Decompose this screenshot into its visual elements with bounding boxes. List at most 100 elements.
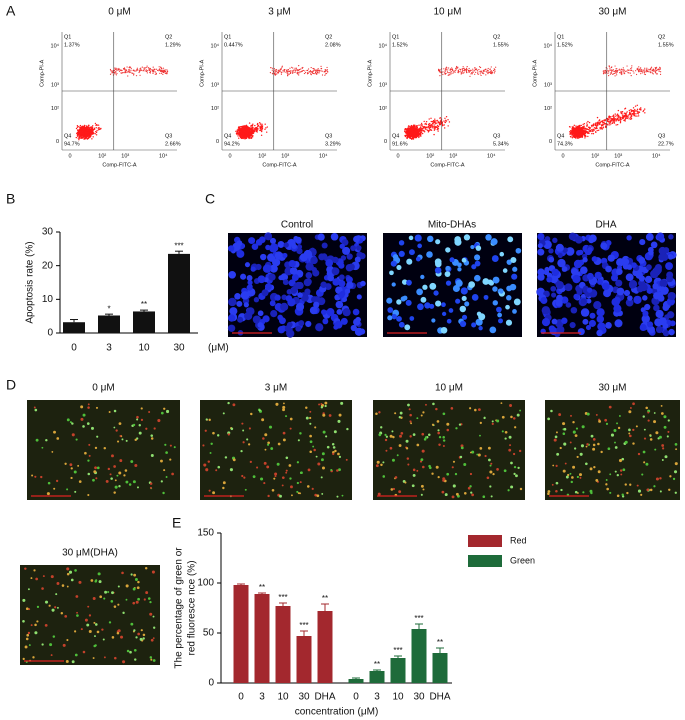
event-dot xyxy=(418,131,419,132)
event-dot xyxy=(421,129,422,130)
cell xyxy=(304,279,312,287)
event-dot xyxy=(573,135,574,136)
event-dot xyxy=(416,131,417,132)
x-tick-label: 10³ xyxy=(121,153,129,159)
cell xyxy=(484,295,489,300)
cell xyxy=(492,255,499,262)
event-dot xyxy=(473,72,474,73)
y-tick-label: 10² xyxy=(211,106,219,112)
event-dot xyxy=(444,127,445,128)
event-dot xyxy=(620,117,621,118)
event-dot xyxy=(116,74,117,75)
event-dot xyxy=(260,123,261,124)
event-dot xyxy=(141,70,142,71)
event-dot xyxy=(412,133,413,134)
event-dot xyxy=(467,66,468,67)
event-dot xyxy=(238,138,239,139)
event-dot xyxy=(438,128,439,129)
quadrant-label: Q4 xyxy=(224,133,231,139)
event-dot xyxy=(325,69,326,70)
cell xyxy=(287,322,293,328)
cell xyxy=(537,233,544,240)
event-dot xyxy=(452,73,453,74)
cell xyxy=(295,326,301,332)
event-dot xyxy=(152,70,153,71)
event-dot xyxy=(292,72,293,73)
event-dot xyxy=(129,71,130,72)
event-dot xyxy=(615,72,616,73)
event-dot xyxy=(84,128,85,129)
event-dot xyxy=(125,71,126,72)
event-dot xyxy=(626,70,627,71)
event-dot xyxy=(622,117,623,118)
cell xyxy=(406,300,412,306)
event-dot xyxy=(609,124,610,125)
event-dot xyxy=(437,130,438,131)
event-dot xyxy=(438,69,439,70)
cell xyxy=(493,300,498,305)
event-dot xyxy=(609,68,610,69)
y-tick-label: 0 xyxy=(216,139,219,145)
event-dot xyxy=(614,65,615,66)
event-dot xyxy=(81,126,82,127)
event-dot xyxy=(591,133,592,134)
event-dot xyxy=(241,130,242,131)
event-dot xyxy=(147,72,148,73)
event-dot xyxy=(587,124,588,125)
event-dot xyxy=(580,131,581,132)
event-dot xyxy=(572,132,573,133)
event-dot xyxy=(444,118,445,119)
x-tick-label: 10³ xyxy=(281,153,289,159)
event-dot xyxy=(87,130,88,131)
event-dot xyxy=(481,71,482,72)
event-dot xyxy=(486,71,487,72)
event-dot xyxy=(633,112,634,113)
event-dot xyxy=(149,72,150,73)
event-dot xyxy=(84,130,85,131)
event-dot xyxy=(138,72,139,73)
event-dot xyxy=(431,121,432,122)
event-dot xyxy=(428,126,429,127)
event-dot xyxy=(626,112,627,113)
event-dot xyxy=(248,129,249,130)
event-dot xyxy=(90,130,91,131)
cell xyxy=(396,265,401,270)
event-dot xyxy=(115,68,116,69)
event-dot xyxy=(264,124,265,125)
cell xyxy=(332,257,338,263)
event-dot xyxy=(407,127,408,128)
event-dot xyxy=(155,71,156,72)
quadrant-label: Q3 xyxy=(325,133,332,139)
quadrant-percent: 1.37% xyxy=(64,42,80,48)
event-dot xyxy=(613,69,614,70)
event-dot xyxy=(612,123,613,124)
y-tick-label: 0 xyxy=(549,139,552,145)
cell xyxy=(456,280,463,287)
event-dot xyxy=(466,71,467,72)
event-dot xyxy=(422,124,423,125)
cell xyxy=(537,249,544,256)
cell xyxy=(320,281,326,287)
event-dot xyxy=(153,70,154,71)
cell xyxy=(228,245,234,251)
event-dot xyxy=(287,73,288,74)
cell xyxy=(581,308,590,317)
event-dot xyxy=(414,127,415,128)
event-dot xyxy=(319,71,320,72)
x-tick-label: 10² xyxy=(258,153,266,159)
cell xyxy=(290,267,298,275)
cell xyxy=(254,297,259,302)
event-dot xyxy=(81,137,82,138)
event-dot xyxy=(294,68,295,69)
event-dot xyxy=(78,139,79,140)
event-dot xyxy=(95,133,96,134)
event-dot xyxy=(322,74,323,75)
cell xyxy=(450,257,455,262)
cell xyxy=(446,280,451,285)
cell xyxy=(656,233,664,241)
event-dot xyxy=(624,73,625,74)
event-dot xyxy=(494,69,495,70)
event-dot xyxy=(657,69,658,70)
event-dot xyxy=(644,108,645,109)
event-dot xyxy=(251,136,252,137)
